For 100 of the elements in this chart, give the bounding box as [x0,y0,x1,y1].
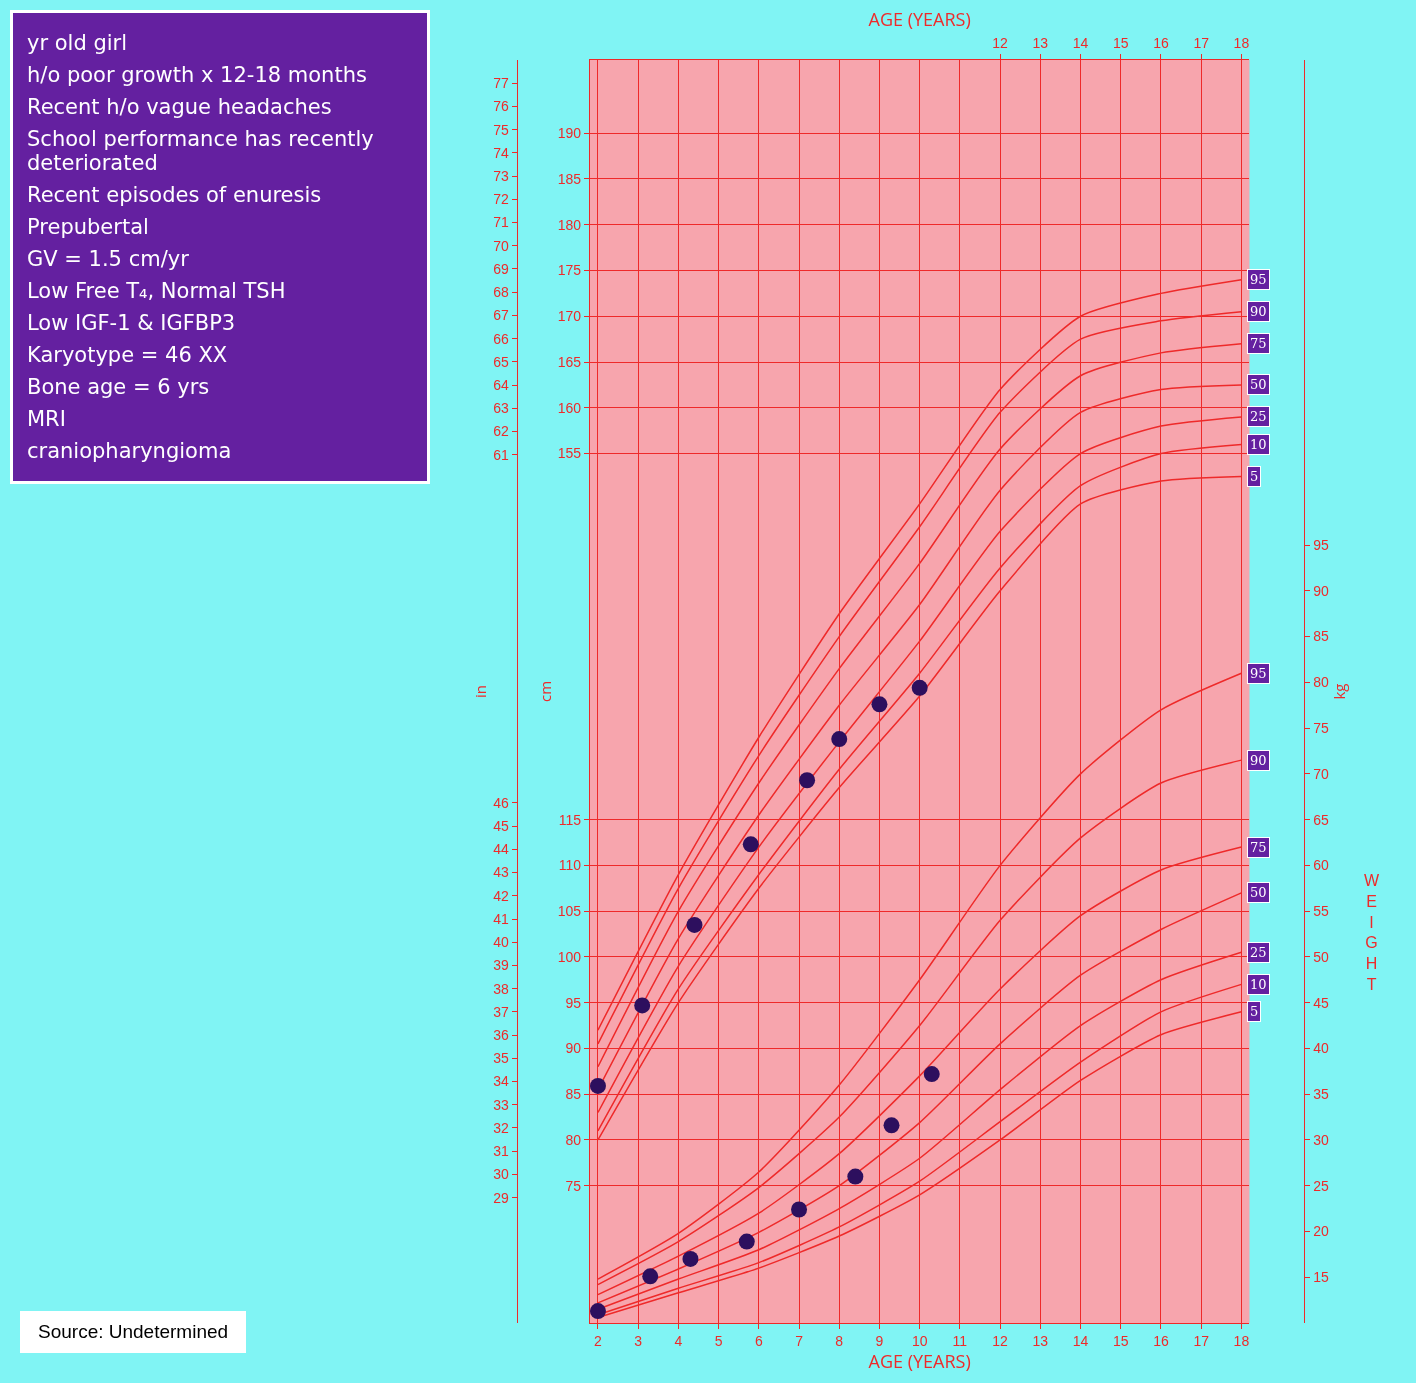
y3-tick-label: 69 [493,260,510,277]
y3-tick-label: 71 [493,214,510,231]
y-tick-label: 90 [565,1040,582,1057]
series-label: 90 [1250,753,1267,768]
y2-tick-label: 90 [1313,582,1329,599]
x2-tick-label: 12 [992,35,1009,52]
y3-tick-label: 36 [493,1027,510,1044]
x-tick-label: 14 [1072,1332,1089,1349]
y-tick-label: 165 [557,353,582,370]
y-tick-label: 155 [557,445,582,462]
series-label: 90 [1250,304,1267,319]
y3-tick-label: 33 [493,1096,510,1113]
x-axis-title: AGE (YEARS) [868,1348,971,1373]
y2-tick-label: 75 [1313,720,1329,737]
series-label: 50 [1250,377,1267,392]
series-label: 95 [1250,666,1267,681]
y3-tick-label: 64 [493,376,510,393]
x-tick-label: 16 [1153,1332,1169,1349]
y3-tick-label: 65 [493,353,510,370]
series-label: 25 [1250,945,1267,960]
text: Bone age = 6 yrs [27,375,211,399]
y2-tick-label: 55 [1313,903,1329,920]
y3-tick-label: 43 [493,864,510,881]
y3-tick-label: 44 [493,841,510,858]
text: craniopharyngioma [27,439,233,463]
y3-tick-label: 38 [493,980,510,997]
y3-tick-label: 31 [493,1143,510,1160]
text: Karyotype = 46 XX [27,343,229,367]
x-tick-label: 9 [875,1332,884,1349]
y-tick-label: 85 [565,1086,582,1103]
y3-tick-label: 42 [493,887,510,904]
x-tick-label: 11 [952,1332,968,1349]
x2-tick-label: 18 [1233,35,1250,52]
series-label: 5 [1250,469,1259,484]
x2-tick-label: 17 [1193,35,1210,52]
text: Prepubertal [27,215,150,239]
x2-tick-label: 13 [1032,35,1049,52]
y3-tick-label: 61 [493,446,510,463]
y-tick-label: 115 [558,811,582,828]
y-tick-label: 185 [557,170,582,187]
y2-tick-label: 35 [1313,1086,1329,1103]
text: GV = 1.5 cm/yr [27,247,190,271]
y2-tick-label: 60 [1313,857,1329,874]
x-tick-label: 8 [835,1332,844,1349]
x-tick-label: 7 [795,1332,804,1349]
x-tick-label: 15 [1112,1332,1129,1349]
y-tick-label: 160 [557,399,582,416]
y2-tick-label: 40 [1313,1040,1329,1057]
y2-tick-label: 15 [1313,1269,1329,1286]
y2-tick-label: 30 [1313,1131,1329,1148]
x-tick-label: 18 [1233,1332,1250,1349]
y-tick-label: 95 [565,994,582,1011]
x-tick-label: 13 [1032,1332,1049,1349]
y3-tick-label: 67 [493,307,510,324]
text: MRI [27,407,67,431]
series-label: 75 [1250,336,1267,351]
y3-tick-label: 75 [493,121,510,138]
text: yr old girl [27,31,129,55]
y3-tick-label: 77 [493,75,510,92]
y3-tick-label: 34 [493,1073,510,1090]
y3-tick-label: 45 [493,818,510,835]
x-tick-label: 12 [992,1332,1009,1349]
y2-tick-label: 85 [1313,628,1329,645]
y2-tick-label: 20 [1313,1223,1329,1240]
y3-tick-label: 46 [493,794,510,811]
x2-tick-label: 16 [1153,35,1169,52]
y3-tick-label: 72 [493,191,510,208]
y3-tick-label: 30 [493,1166,510,1183]
y-tick-label: 190 [557,125,582,142]
y-tick-label: 75 [565,1177,582,1194]
y2-tick-label: 95 [1313,536,1329,553]
series-label: 50 [1250,885,1267,900]
source-note: Source: Undetermined [20,1311,247,1353]
y-axis-title: cm [535,680,556,703]
y3-tick-label: 73 [493,167,510,184]
text: WEIGHT [1364,872,1380,993]
series-label: 10 [1250,437,1267,452]
y3-tick-label: 62 [493,423,510,440]
series-label: 10 [1250,977,1267,992]
series-label: 75 [1250,840,1267,855]
series-label: 95 [1250,272,1267,287]
y2-tick-label: 50 [1313,948,1329,965]
y-tick-label: 180 [557,216,582,233]
y-tick-label: 110 [558,857,582,874]
text: Low IGF-1 & IGFBP3 [27,311,237,335]
y-tick-label: 105 [557,903,582,920]
y2-tick-label: 45 [1313,994,1329,1011]
y-tick-label: 100 [557,948,582,965]
text: Low Free T₄, Normal TSH [27,279,287,303]
series-label: 25 [1250,409,1267,424]
y3-tick-label: 66 [493,330,510,347]
y3-tick-label: 68 [493,284,510,301]
y3-tick-label: 37 [493,1003,510,1020]
text: h/o poor growth x 12-18 months [27,63,368,87]
y3-tick-label: 32 [493,1119,510,1136]
y3-tick-label: 29 [493,1189,510,1206]
x2-tick-label: 15 [1112,35,1129,52]
y2-tick-label: 80 [1313,674,1329,691]
x2-tick-label: 14 [1072,35,1089,52]
x2-axis-title: AGE (YEARS) [868,6,971,31]
